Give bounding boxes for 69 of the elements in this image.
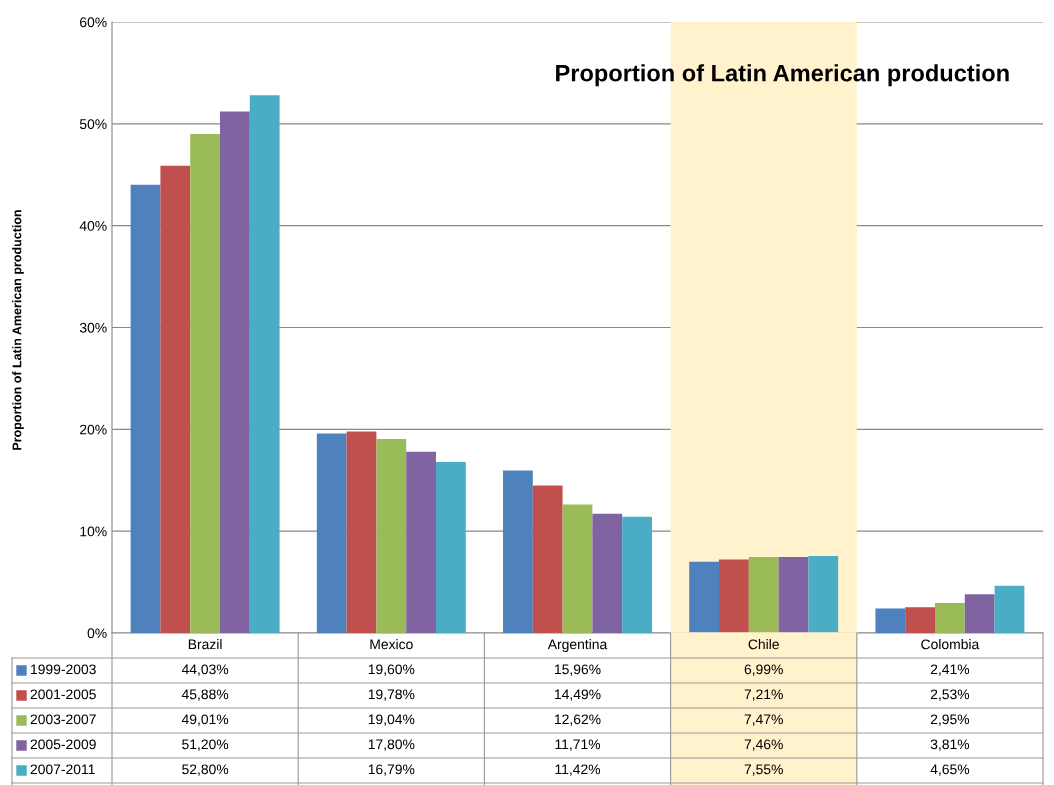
- x-tick-label: Mexico: [370, 639, 413, 650]
- data-label: 19,04%: [368, 714, 415, 726]
- bar: [935, 602, 965, 633]
- text: Proportion of Latin American production: [556, 64, 1009, 87]
- data-label: 52,80%: [182, 764, 229, 776]
- data-label: 44,03%: [181, 664, 229, 676]
- bar: [592, 513, 623, 633]
- bar: [376, 439, 407, 633]
- legend-label: 2003-2007: [30, 714, 96, 725]
- bar: [748, 556, 779, 633]
- data-label: 4,65%: [930, 764, 970, 776]
- bar: [503, 470, 533, 633]
- y-tick-label: 60%: [80, 17, 107, 28]
- legend-label: 2001-2005: [30, 689, 96, 700]
- data-label: 51,20%: [182, 739, 229, 751]
- y-tick-label: 0%: [87, 628, 107, 639]
- data-label: 12,62%: [555, 714, 601, 726]
- x-tick-label: Colombia: [921, 639, 980, 650]
- bar: [160, 165, 191, 633]
- bar: [249, 95, 280, 633]
- data-label: 15,96%: [555, 664, 601, 676]
- y-tick-label: 20%: [80, 424, 107, 435]
- data-label: 7,47%: [744, 714, 783, 726]
- data-label: 3,81%: [930, 739, 970, 751]
- data-label: 2,95%: [930, 714, 970, 726]
- data-label: 17,80%: [368, 739, 415, 751]
- bar: [406, 451, 436, 633]
- data-label: 11,42%: [555, 764, 601, 776]
- x-tick-label: Chile: [748, 639, 779, 650]
- x-tick-label: Argentina: [547, 639, 608, 652]
- bar: [435, 462, 466, 633]
- bar: [562, 504, 593, 633]
- data-label: 19,60%: [368, 664, 415, 676]
- data-label: 7,55%: [744, 764, 783, 776]
- bar: [808, 556, 839, 633]
- legend-label: 2005-2009: [30, 739, 96, 750]
- y-tick-label: 30%: [79, 322, 107, 333]
- bar: [875, 608, 906, 633]
- data-label: 49,01%: [181, 714, 229, 726]
- data-label: 2,41%: [930, 664, 970, 676]
- legend-label: 2007-2011: [30, 764, 95, 775]
- bar: [346, 431, 377, 633]
- bar: [689, 561, 720, 633]
- bar: [316, 433, 347, 633]
- bar: [190, 133, 220, 633]
- y-tick-label: 10%: [80, 526, 107, 537]
- bar: [719, 559, 749, 633]
- legend-label: 1999-2003: [31, 664, 96, 675]
- data-label: 19,78%: [368, 689, 415, 701]
- y-tick-label: 50%: [79, 119, 107, 129]
- data-label: 45,88%: [181, 689, 229, 701]
- data-label: 11,71%: [555, 739, 601, 751]
- bar: [220, 111, 250, 633]
- bar: [778, 557, 809, 633]
- data-label: 14,49%: [555, 689, 601, 701]
- bar: [622, 516, 652, 633]
- data-label: 7,21%: [744, 689, 783, 701]
- y-axis-title: Proportion of Latin American production: [12, 210, 24, 450]
- data-label: 2,53%: [930, 689, 970, 701]
- bar: [532, 485, 563, 633]
- data-label: 16,79%: [368, 764, 415, 776]
- data-label: 7,46%: [744, 739, 783, 751]
- x-tick-label: Brazil: [188, 639, 222, 650]
- bar: [130, 184, 161, 633]
- bar: [994, 585, 1025, 633]
- bar: [964, 594, 995, 633]
- data-label: 6,99%: [744, 664, 783, 676]
- bar: [905, 607, 935, 633]
- y-tick-label: 40%: [79, 221, 107, 231]
